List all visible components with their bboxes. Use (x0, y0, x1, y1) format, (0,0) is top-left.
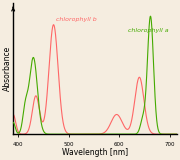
Y-axis label: Absorbance: Absorbance (3, 46, 12, 91)
X-axis label: Wavelength [nm]: Wavelength [nm] (62, 148, 128, 157)
Text: chlorophyll b: chlorophyll b (56, 17, 96, 22)
Text: chlorophyll a: chlorophyll a (128, 28, 169, 33)
